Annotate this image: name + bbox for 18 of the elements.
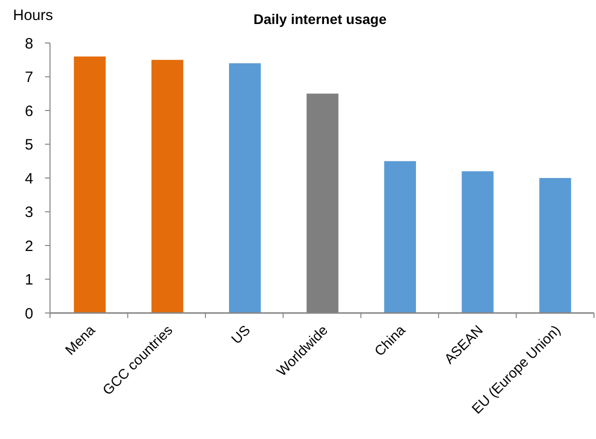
bar [229,63,261,313]
bar [384,161,416,313]
y-tick-label: 3 [24,204,34,221]
y-tick-label: 6 [24,102,34,120]
y-tick-label: 0 [24,305,34,322]
bar [462,171,494,313]
y-tick-label: 7 [24,69,34,86]
y-tick-label: 2 [24,238,34,255]
bar [539,178,572,313]
y-tick-label: 5 [24,136,34,154]
bar [151,60,184,313]
y-tick-label: 4 [24,170,34,188]
chart-title: Daily internet usage [253,11,387,27]
y-tick-label: 8 [24,35,34,52]
y-tick-label: 1 [24,272,34,288]
bar [74,56,106,313]
x-tick-label: US [228,322,254,347]
y-axis-title: Hours [13,7,54,24]
